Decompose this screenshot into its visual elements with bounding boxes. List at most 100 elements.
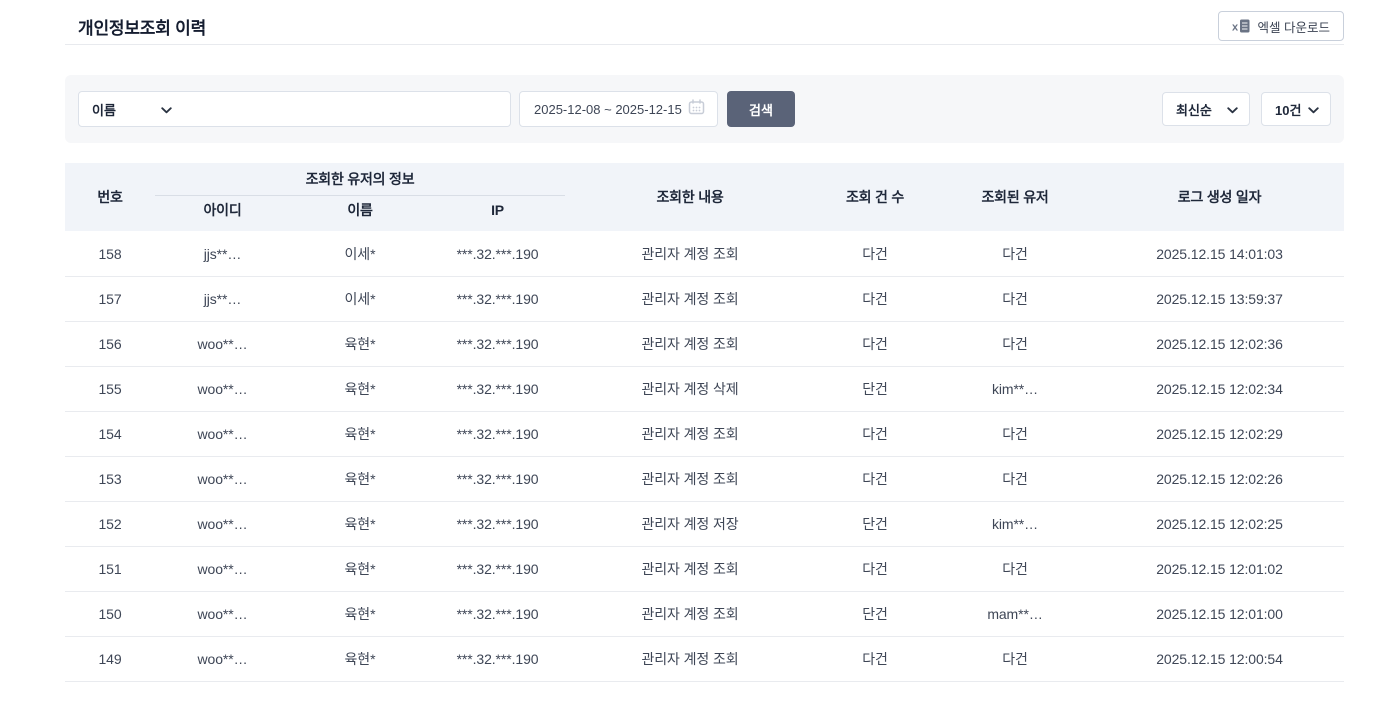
cell-no: 150 <box>65 591 155 637</box>
excel-file-icon: x <box>1232 18 1251 34</box>
chevron-down-icon <box>1227 102 1238 117</box>
filter-bar: 이름 2025-12-08 ~ 2025-12-15 <box>65 75 1344 143</box>
cell-name: 육현* <box>290 546 430 592</box>
header-log-date: 로그 생성 일자 <box>1177 188 1262 205</box>
cell-date: 2025.12.15 12:02:34 <box>1095 366 1345 412</box>
table-row: 149 woo**… 육현* ***.32.***.190 관리자 계정 조회 다건 다건 2… <box>65 636 1345 682</box>
page-size-select[interactable]: 10건 <box>1261 92 1331 126</box>
table-body: 158 jjs**… 이세* ***.32.***.190 관리자 계정 조회 다건 다건 2… <box>65 230 1345 682</box>
cell-id: jjs**… <box>155 230 290 277</box>
table-row: 156 woo**… 육현* ***.32.***.190 관리자 계정 조회 다건 다건 2… <box>65 321 1345 367</box>
cell-date: 2025.12.15 12:01:00 <box>1095 591 1345 637</box>
search-input[interactable] <box>184 92 510 126</box>
table-header: 번호 조회한 유저의 정보 조회한 내용 조회 건 수 조회된 유저 로그 생성… <box>65 163 1345 231</box>
cell-date: 2025.12.15 12:02:26 <box>1095 456 1345 502</box>
cell-name: 육현* <box>290 321 430 367</box>
search-combo-box: 이름 <box>78 91 511 127</box>
cell-id: woo**… <box>155 366 290 412</box>
cell-content: 관리자 계정 조회 <box>565 411 816 457</box>
cell-date: 2025.12.15 12:02:29 <box>1095 411 1345 457</box>
date-range-picker[interactable]: 2025-12-08 ~ 2025-12-15 <box>519 91 718 127</box>
inquiry-history-table: 번호 조회한 유저의 정보 조회한 내용 조회 건 수 조회된 유저 로그 생성… <box>65 163 1345 682</box>
cell-user: 다건 <box>935 546 1096 592</box>
cell-count: 다건 <box>815 321 936 367</box>
search-button[interactable]: 검색 <box>727 91 795 127</box>
cell-name: 이세* <box>290 276 430 322</box>
header-no: 번호 <box>97 188 123 205</box>
sort-order-select[interactable]: 최신순 <box>1162 92 1250 126</box>
header-id: 아이디 <box>203 202 242 218</box>
search-type-value: 이름 <box>92 102 116 118</box>
sort-order-value: 최신순 <box>1176 102 1212 118</box>
table-row: 154 woo**… 육현* ***.32.***.190 관리자 계정 조회 다건 다건 2… <box>65 411 1345 457</box>
cell-count: 다건 <box>815 456 936 502</box>
cell-no: 156 <box>65 321 155 367</box>
cell-id: woo**… <box>155 321 290 367</box>
cell-content: 관리자 계정 조회 <box>565 591 816 637</box>
cell-count: 다건 <box>815 411 936 457</box>
cell-id: woo**… <box>155 636 290 682</box>
header-viewed-user: 조회된 유저 <box>981 188 1049 205</box>
cell-user: 다건 <box>935 411 1096 457</box>
cell-ip: ***.32.***.190 <box>430 501 566 547</box>
cell-user: 다건 <box>935 276 1096 322</box>
header-user-info-group: 조회한 유저의 정보 <box>155 163 566 196</box>
cell-name: 육현* <box>290 366 430 412</box>
excel-download-label: 엑셀 다운로드 <box>1257 20 1330 35</box>
cell-user: kim**… <box>935 501 1096 547</box>
cell-count: 다건 <box>815 276 936 322</box>
cell-count: 단건 <box>815 591 936 637</box>
table-row: 153 woo**… 육현* ***.32.***.190 관리자 계정 조회 다건 다건 2… <box>65 456 1345 502</box>
table-row: 158 jjs**… 이세* ***.32.***.190 관리자 계정 조회 다건 다건 2… <box>65 230 1345 277</box>
cell-id: woo**… <box>155 591 290 637</box>
cell-no: 154 <box>65 411 155 457</box>
cell-content: 관리자 계정 조회 <box>565 276 816 322</box>
header-count: 조회 건 수 <box>845 188 905 205</box>
cell-no: 155 <box>65 366 155 412</box>
header-content: 조회한 내용 <box>656 188 724 205</box>
cell-id: woo**… <box>155 456 290 502</box>
cell-count: 다건 <box>815 230 936 277</box>
cell-user: 다건 <box>935 456 1096 502</box>
cell-id: woo**… <box>155 411 290 457</box>
calendar-icon <box>688 98 705 120</box>
cell-content: 관리자 계정 조회 <box>565 546 816 592</box>
cell-ip: ***.32.***.190 <box>430 230 566 277</box>
search-type-select[interactable]: 이름 <box>79 92 184 126</box>
cell-user: 다건 <box>935 321 1096 367</box>
cell-no: 158 <box>65 230 155 277</box>
page-header: 개인정보조회 이력 x 엑셀 다운로드 <box>65 0 1344 45</box>
cell-user: 다건 <box>935 230 1096 277</box>
cell-no: 149 <box>65 636 155 682</box>
chevron-down-icon <box>161 102 172 117</box>
cell-ip: ***.32.***.190 <box>430 456 566 502</box>
cell-content: 관리자 계정 조회 <box>565 321 816 367</box>
cell-content: 관리자 계정 조회 <box>565 456 816 502</box>
cell-ip: ***.32.***.190 <box>430 636 566 682</box>
cell-name: 육현* <box>290 411 430 457</box>
table-row: 150 woo**… 육현* ***.32.***.190 관리자 계정 조회 단건 mam… <box>65 591 1345 637</box>
header-name: 이름 <box>347 202 373 218</box>
cell-content: 관리자 계정 삭제 <box>565 366 816 412</box>
cell-name: 육현* <box>290 636 430 682</box>
cell-content: 관리자 계정 조회 <box>565 636 816 682</box>
cell-date: 2025.12.15 14:01:03 <box>1095 230 1345 277</box>
cell-content: 관리자 계정 저장 <box>565 501 816 547</box>
cell-ip: ***.32.***.190 <box>430 276 566 322</box>
cell-no: 153 <box>65 456 155 502</box>
cell-name: 육현* <box>290 591 430 637</box>
cell-date: 2025.12.15 13:59:37 <box>1095 276 1345 322</box>
date-range-value: 2025-12-08 ~ 2025-12-15 <box>534 101 682 117</box>
cell-ip: ***.32.***.190 <box>430 546 566 592</box>
cell-count: 다건 <box>815 546 936 592</box>
header-ip: IP <box>491 202 504 218</box>
cell-count: 다건 <box>815 636 936 682</box>
table-row: 157 jjs**… 이세* ***.32.***.190 관리자 계정 조회 다건 다건 2… <box>65 276 1345 322</box>
cell-count: 단건 <box>815 366 936 412</box>
table-row: 152 woo**… 육현* ***.32.***.190 관리자 계정 저장 단건 kim… <box>65 501 1345 547</box>
cell-id: jjs**… <box>155 276 290 322</box>
table-row: 155 woo**… 육현* ***.32.***.190 관리자 계정 삭제 단건 kim… <box>65 366 1345 412</box>
excel-download-button[interactable]: x 엑셀 다운로드 <box>1217 11 1344 41</box>
svg-text:x: x <box>1232 22 1239 34</box>
cell-ip: ***.32.***.190 <box>430 411 566 457</box>
